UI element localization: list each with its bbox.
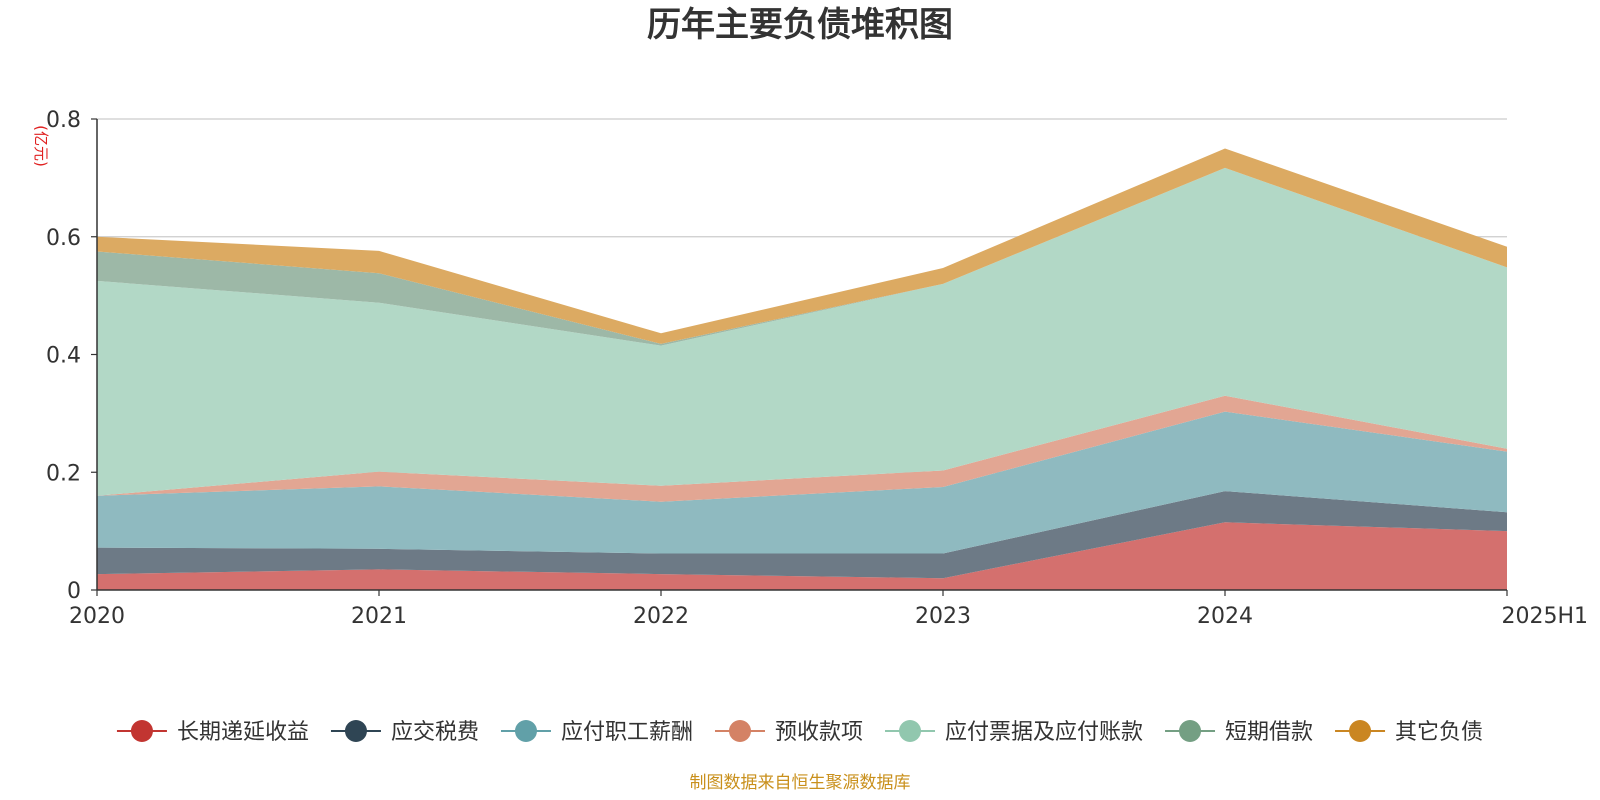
data-source-note: 制图数据来自恒生聚源数据库 [690, 773, 911, 793]
x-tick-label: 2021 [351, 604, 407, 629]
legend-marker-icon [514, 720, 537, 742]
area-series [97, 491, 1507, 579]
legend-label: 预收款项 [775, 720, 863, 745]
area-series [97, 411, 1507, 554]
legend-marker-icon [1179, 720, 1202, 742]
chart-title: 历年主要负债堆积图 [647, 5, 953, 45]
legend-label: 应付职工薪酬 [561, 720, 693, 745]
area-series [97, 522, 1507, 590]
y-tick-label: 0.8 [46, 108, 81, 133]
legend-label: 长期递延收益 [177, 720, 309, 745]
legend-marker-icon [899, 720, 922, 742]
y-tick-label: 0.4 [46, 344, 81, 369]
area-series [97, 167, 1507, 346]
x-tick-label: 2022 [633, 604, 689, 629]
y-unit-label: (亿元) [32, 125, 50, 167]
legend-label: 其它负债 [1395, 720, 1483, 745]
stacked-areas [97, 148, 1507, 590]
area-series [97, 167, 1507, 496]
y-tick-label: 0.2 [46, 461, 81, 486]
x-tick-label: 2023 [915, 604, 971, 629]
legend-marker-icon [1349, 720, 1372, 742]
legend-marker-icon [344, 720, 367, 742]
y-tick-label: 0.6 [46, 226, 81, 251]
y-tick-label: 0 [67, 579, 81, 604]
legend-label: 应付票据及应付账款 [945, 720, 1143, 745]
legend: 长期递延收益 应交税费 应付职工薪酬 预收款项 应付票据及应付账款 短期借款 其它负债 [116, 720, 1483, 745]
area-series [97, 148, 1507, 344]
x-tick-label: 2025H1 [1501, 604, 1588, 629]
legend-label: 应交税费 [391, 720, 479, 745]
x-tick-label: 2020 [69, 604, 125, 629]
axes: 0 0.2 0.4 0.6 0.8 2020 2021 2022 2023 2024 2025H1 [46, 108, 1588, 629]
x-tick-label: 2024 [1197, 604, 1253, 629]
legend-marker-icon [130, 720, 153, 742]
legend-marker-icon [728, 720, 751, 742]
legend-label: 短期借款 [1225, 720, 1313, 745]
